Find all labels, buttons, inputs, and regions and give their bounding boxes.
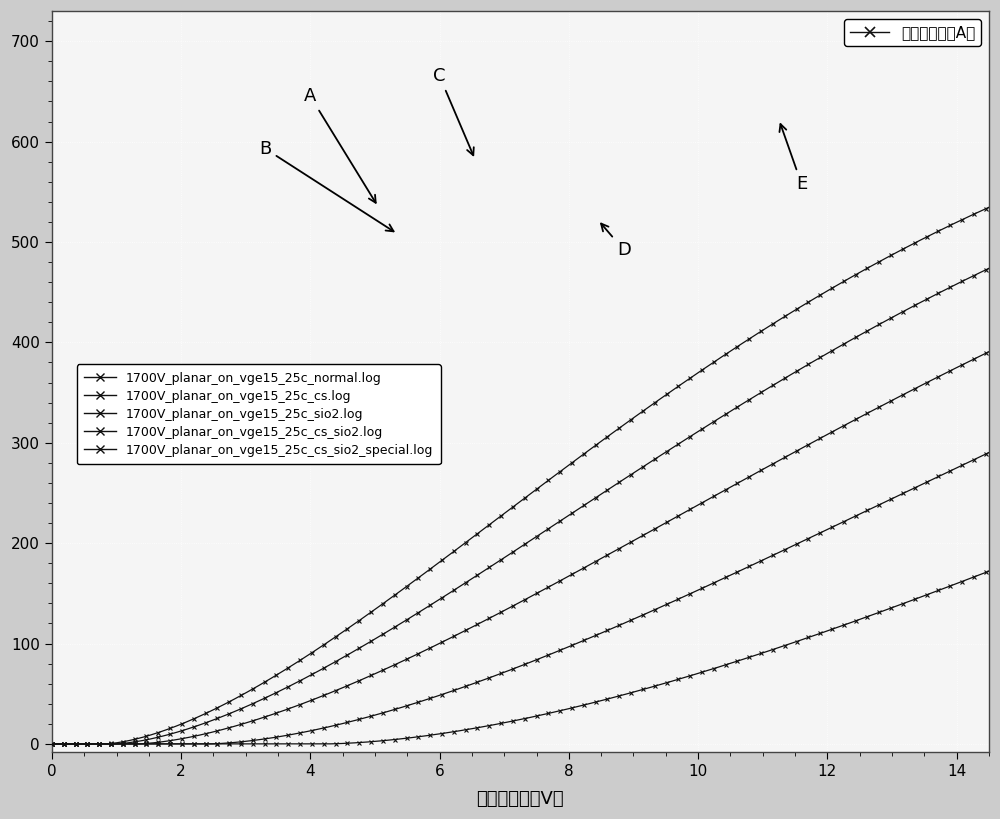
Legend: 集电极电流（A）: 集电极电流（A） [844,19,981,46]
Text: C: C [433,67,474,156]
Text: B: B [259,140,394,232]
X-axis label: 集电极电压（V）: 集电极电压（V） [477,790,564,808]
Text: E: E [779,124,807,192]
Text: A: A [304,88,376,203]
Text: D: D [601,224,631,259]
